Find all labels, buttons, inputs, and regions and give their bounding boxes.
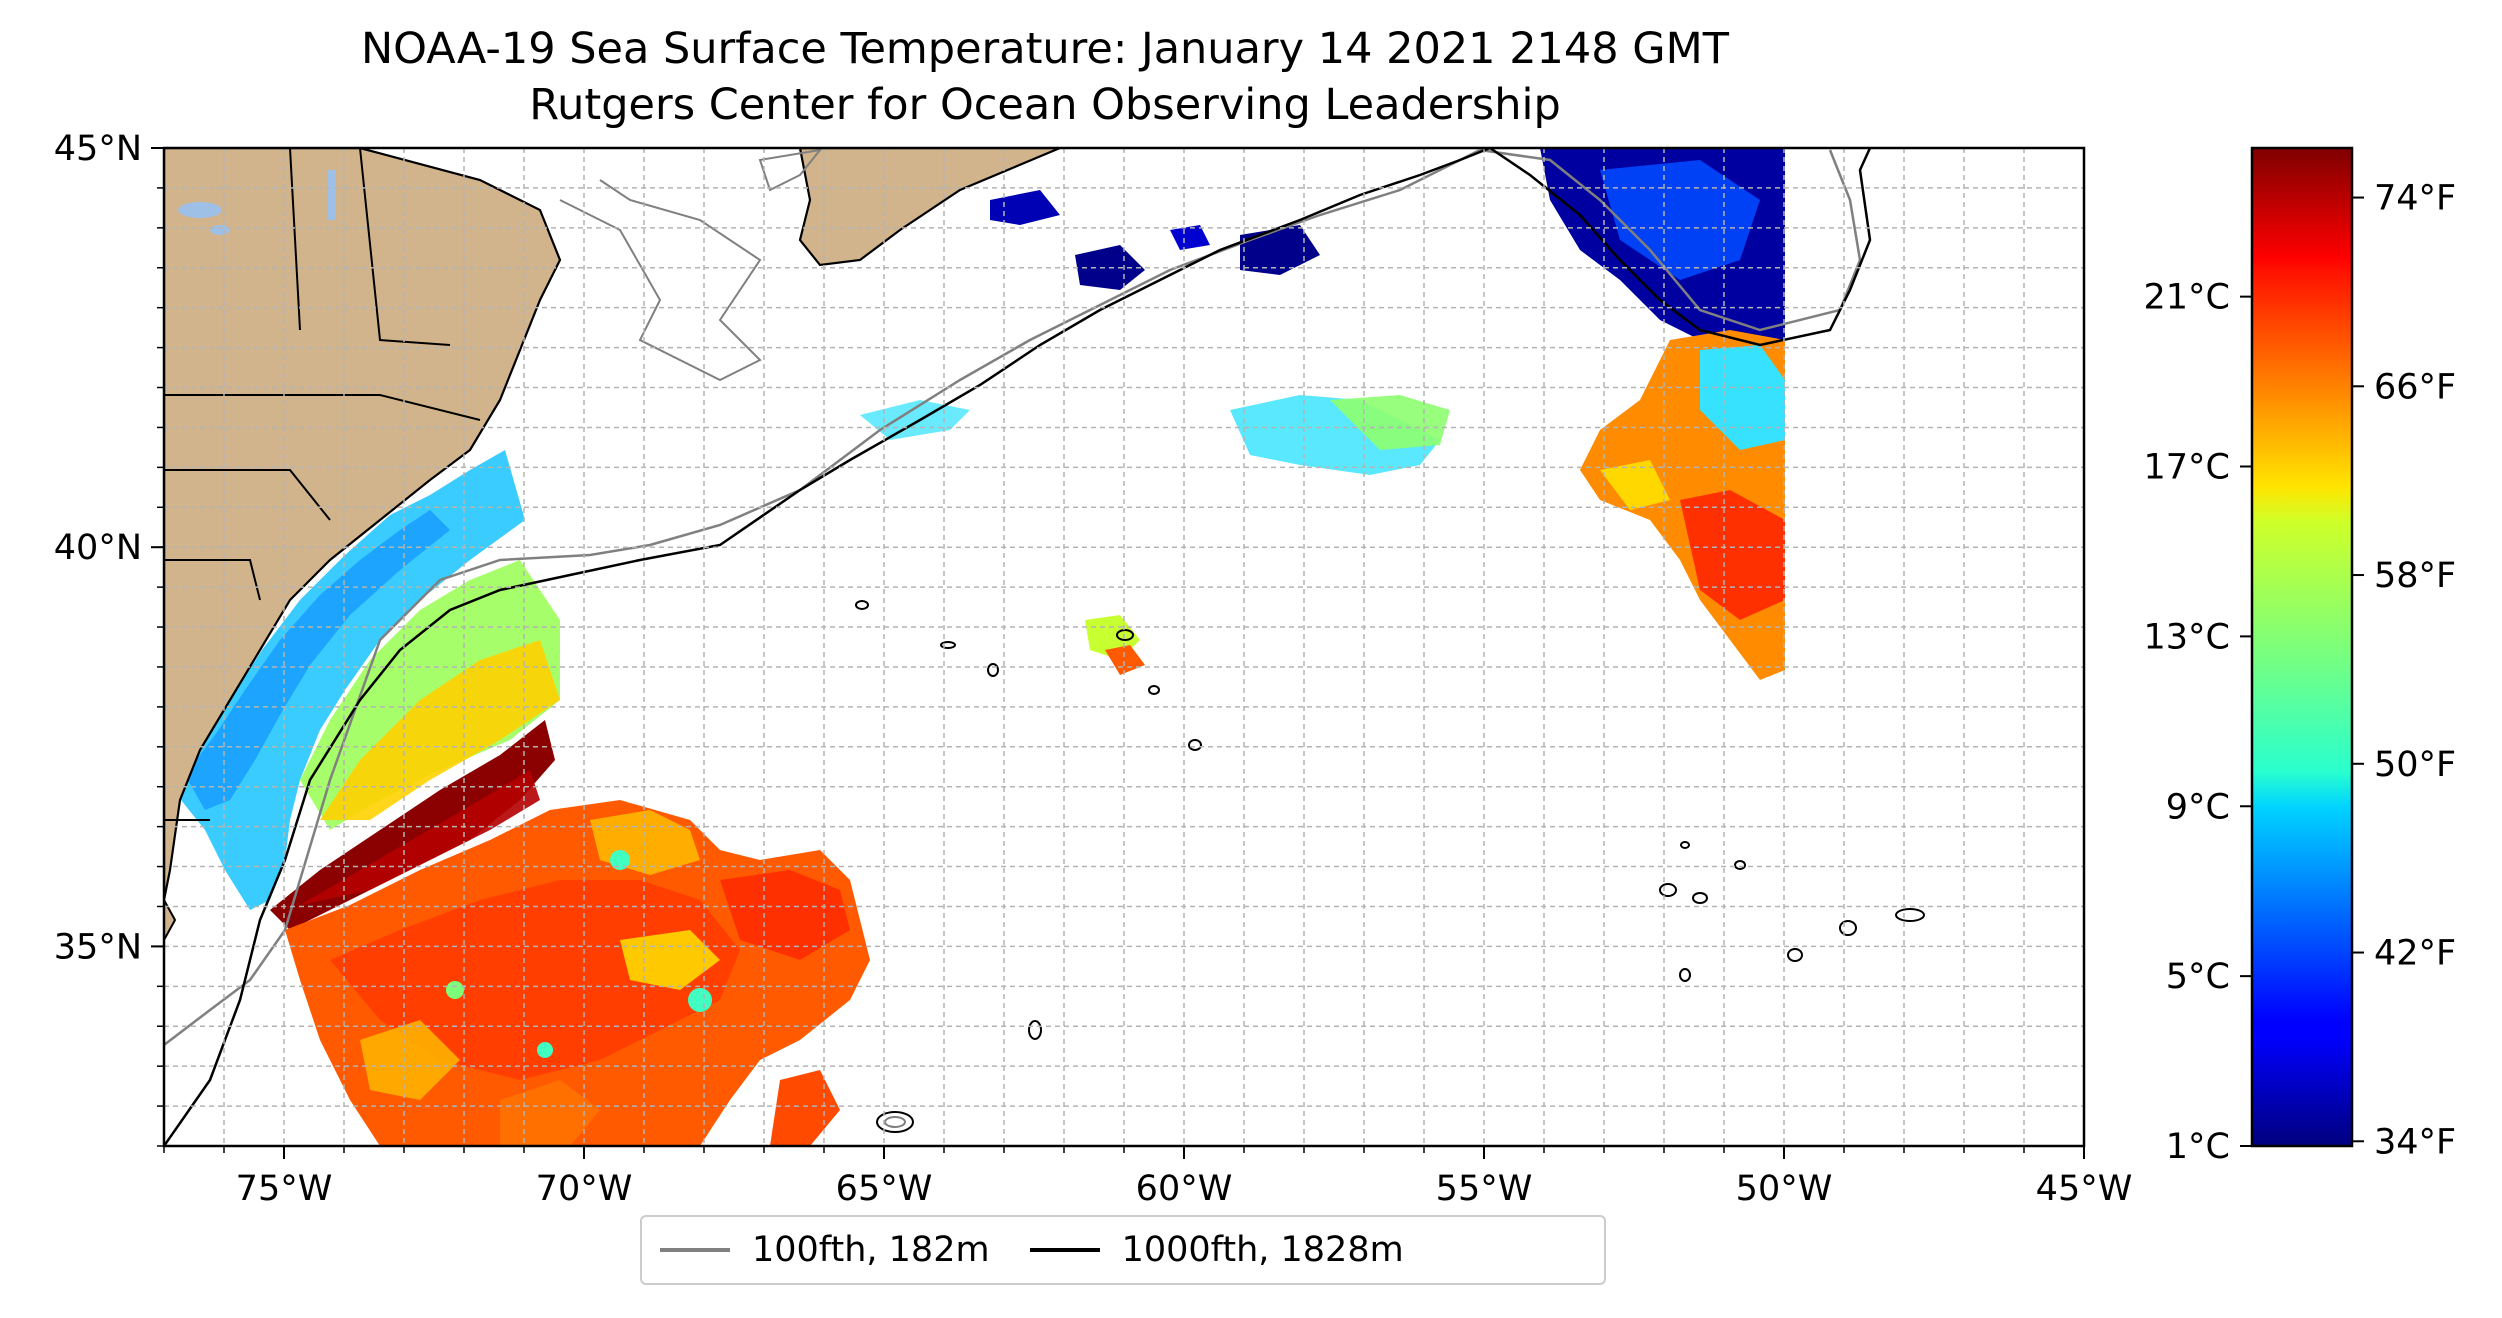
- chart-title: NOAA-19 Sea Surface Temperature: January…: [361, 24, 1729, 74]
- sst-coastal-inner: [185, 510, 450, 810]
- map-axes: 75°W 70°W 65°W 60°W 55°W 50°W 45°W 45°N 40°N 35°N: [54, 129, 2133, 1209]
- land-us-northeast: [164, 148, 562, 901]
- fahrenheit-tick-label: 58°F: [2374, 556, 2456, 596]
- celsius-tick-label: 5°C: [2166, 957, 2230, 997]
- isobath-100fth: [164, 148, 1862, 1046]
- celsius-tick-label: 1°C: [2166, 1127, 2230, 1167]
- land-layer: [164, 148, 1061, 941]
- lon-tick-label: 70°W: [536, 1169, 633, 1209]
- celsius-tick-label: 9°C: [2166, 787, 2230, 827]
- legend-item-100fth: 100fth, 182m: [660, 1230, 990, 1270]
- legend-label-100fth: 100fth, 182m: [752, 1230, 990, 1270]
- land-nova-scotia: [798, 148, 1061, 267]
- sst-coastal-band: [165, 450, 525, 910]
- lat-tick-label: 45°N: [54, 129, 142, 169]
- lat-tick-label: 35°N: [54, 927, 142, 967]
- map-gridlines: [164, 148, 2084, 1146]
- fahrenheit-tick-label: 74°F: [2374, 179, 2456, 219]
- celsius-tick-label: 13°C: [2144, 617, 2230, 657]
- fahrenheit-tick-label: 50°F: [2374, 745, 2456, 785]
- colorbar: 1°C 5°C 9°C 13°C 17°C 21°C 34°F 42°F 50°F 58°F 66°…: [2144, 146, 2457, 1167]
- lon-tick-label: 45°W: [2036, 1169, 2133, 1209]
- sst-data-layer: [165, 148, 1785, 1146]
- lon-tick-label: 60°W: [1136, 1169, 1233, 1209]
- lon-tick-label: 75°W: [236, 1169, 333, 1209]
- map-area: [164, 148, 2084, 1146]
- colorbar-gradient: [2250, 146, 2354, 1148]
- legend-item-1000fth: 1000fth, 1828m: [1029, 1230, 1404, 1270]
- legend-swatch-100fth: [660, 1248, 730, 1252]
- chart-subtitle: Rutgers Center for Ocean Observing Leade…: [529, 80, 1561, 130]
- celsius-tick-label: 21°C: [2144, 278, 2230, 318]
- fahrenheit-tick-label: 42°F: [2374, 934, 2456, 974]
- fahrenheit-tick-label: 66°F: [2374, 367, 2456, 407]
- celsius-tick-label: 17°C: [2144, 448, 2230, 488]
- isobath-legend: 100fth, 182m 1000fth, 1828m: [640, 1215, 1606, 1285]
- legend-label-1000fth: 1000fth, 1828m: [1121, 1230, 1404, 1270]
- lat-tick-label: 40°N: [54, 528, 142, 568]
- lon-tick-label: 50°W: [1736, 1169, 1833, 1209]
- lon-tick-label: 55°W: [1436, 1169, 1533, 1209]
- fahrenheit-tick-label: 34°F: [2374, 1122, 2456, 1162]
- lon-tick-label: 65°W: [836, 1169, 933, 1209]
- sst-gulf-stream-core: [270, 720, 555, 930]
- colorbar-ticks: 1°C 5°C 9°C 13°C 17°C 21°C 34°F 42°F 50°F 58°F 66°…: [2144, 179, 2457, 1167]
- legend-swatch-1000fth: [1029, 1248, 1100, 1252]
